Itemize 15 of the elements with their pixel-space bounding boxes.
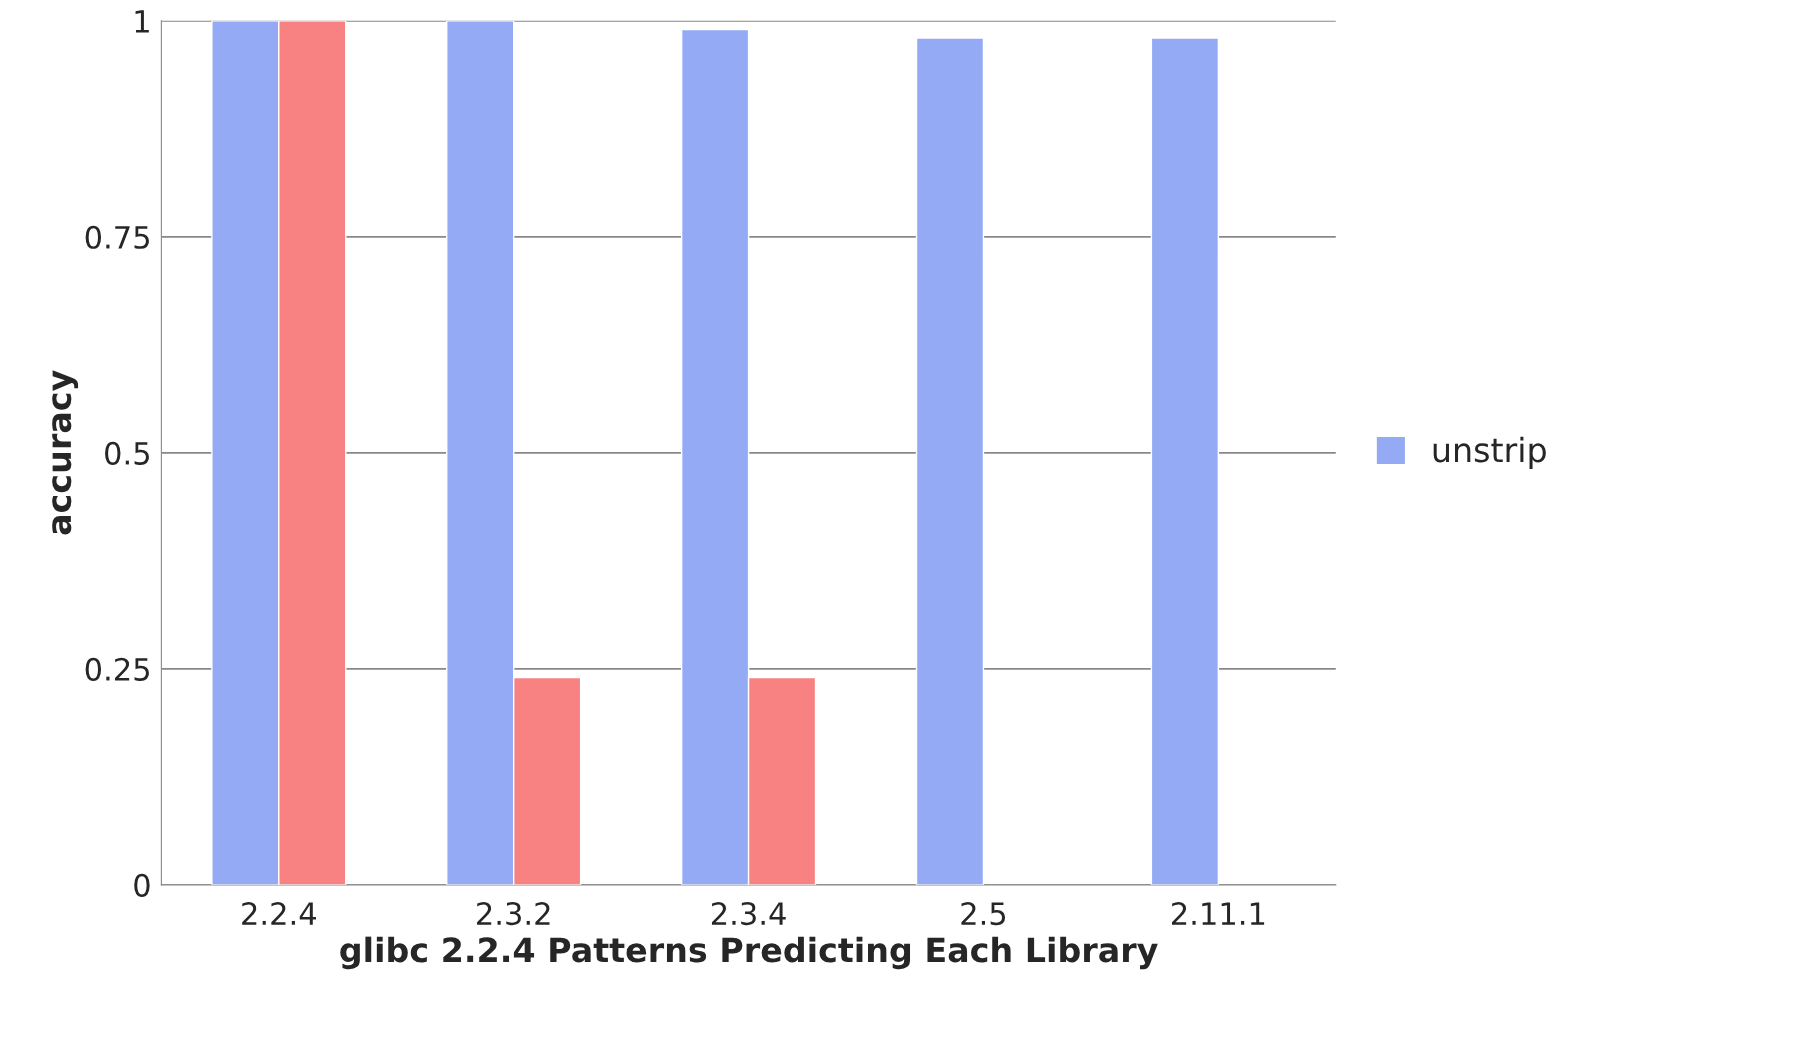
y-tick-label: 0.25 xyxy=(85,657,149,681)
y-tick-label: 1 xyxy=(135,10,149,33)
y-tick-label: 0.5 xyxy=(105,441,149,465)
y-axis-title: accuracy xyxy=(52,370,79,535)
x-tick-label: 2.2.4 xyxy=(242,902,316,925)
x-tick-label: 2.3.2 xyxy=(477,902,550,926)
x-tick-label: 2.5 xyxy=(961,902,1006,926)
y-tick-label: 0 xyxy=(134,873,150,897)
bar xyxy=(915,37,985,885)
y-tick-label: 0.75 xyxy=(85,225,149,249)
x-tick-label: 2.11.1 xyxy=(1171,902,1265,925)
bar xyxy=(1150,37,1220,885)
x-tick-label: 2.3.4 xyxy=(711,902,786,926)
x-axis-title: glibc 2.2.4 Patterns Predicting Each Library xyxy=(340,936,1158,970)
legend-label: unstrip xyxy=(1433,436,1546,469)
